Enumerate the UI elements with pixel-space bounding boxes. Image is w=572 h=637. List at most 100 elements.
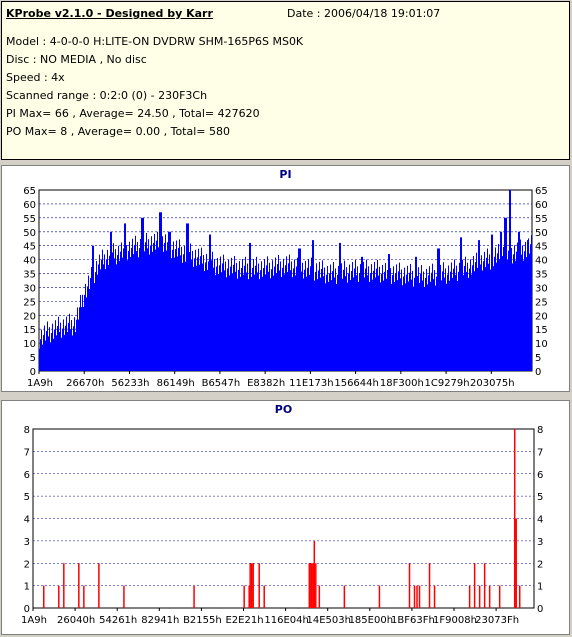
pi-bar: [113, 243, 114, 371]
pi-bar: [516, 251, 517, 371]
pi-bar: [246, 272, 247, 371]
pi-bar: [419, 282, 420, 371]
pi-bar: [508, 250, 509, 371]
pi-bar: [237, 278, 238, 371]
pi-bar: [339, 242, 340, 371]
pi-bar: [294, 259, 295, 371]
pi-bar: [529, 253, 530, 371]
pi-bar: [75, 332, 76, 371]
y-tick-label-right: 25: [535, 297, 548, 308]
pi-bar: [93, 245, 94, 371]
pi-bar: [46, 331, 47, 371]
pi-bar: [232, 273, 233, 371]
pi-bar: [445, 268, 446, 371]
pi-bar: [155, 249, 156, 371]
pi-bar: [444, 277, 445, 371]
pi-bar: [495, 247, 496, 371]
pi-bar: [477, 267, 478, 371]
pi-bar: [319, 261, 320, 371]
pi-chart-panel: PI 0 0 5 5 10 10 15 15 20 20 25 25 30 30 35 35 40 40 45 45 50…: [1, 165, 570, 392]
pi-bar: [74, 317, 75, 371]
pi-bar: [463, 275, 464, 371]
pi-bar: [159, 212, 160, 371]
pi-bar: [371, 264, 372, 371]
pi-bar: [490, 269, 491, 371]
pi-bar: [238, 269, 239, 371]
pi-bar: [108, 265, 109, 371]
pi-bar: [313, 240, 314, 371]
pi-bar: [71, 320, 72, 371]
pi-bar: [111, 231, 112, 371]
pi-bar: [154, 233, 155, 371]
pi-bar: [377, 259, 378, 371]
pi-bar: [302, 262, 303, 371]
pi-bar: [91, 267, 92, 371]
pi-bar: [484, 251, 485, 371]
pi-bar: [186, 223, 187, 371]
pi-bar: [471, 274, 472, 371]
pi-bar: [170, 231, 171, 371]
pi-bar: [520, 239, 521, 371]
pi-bar: [259, 279, 260, 371]
pi-bar: [84, 294, 85, 371]
pi-bar: [317, 279, 318, 371]
pi-bar: [119, 260, 120, 371]
pi-bar: [307, 267, 308, 371]
app-title: KProbe v2.1.0 - Designed by Karr: [6, 7, 213, 20]
pi-bar: [469, 268, 470, 371]
pi-bar: [231, 257, 232, 371]
pi-bar: [58, 316, 59, 371]
pi-bar: [43, 335, 44, 371]
y-tick-label-left: 2: [24, 559, 30, 570]
pi-bar: [184, 245, 185, 371]
pi-bar: [117, 255, 118, 371]
pi-bar: [457, 281, 458, 371]
pi-bar: [315, 271, 316, 371]
pi-bar: [353, 277, 354, 371]
pi-bar: [178, 247, 179, 371]
pi-bar: [478, 240, 479, 371]
pi-bar: [48, 336, 49, 371]
pi-bar: [455, 274, 456, 371]
pi-bar: [249, 242, 250, 371]
pi-bar: [499, 259, 500, 371]
pi-bar: [511, 247, 512, 371]
y-tick-label-right: 7: [537, 447, 543, 458]
pi-bar: [248, 279, 249, 371]
pi-bar: [309, 274, 310, 371]
pi-bar: [417, 275, 418, 371]
pi-bar: [87, 286, 88, 371]
pi-bar: [481, 255, 482, 371]
pi-bar: [393, 266, 394, 371]
pi-bar: [453, 268, 454, 371]
pi-bar: [404, 267, 405, 371]
pi-bar: [203, 255, 204, 371]
pi-bar: [47, 321, 48, 371]
pi-bar: [197, 257, 198, 371]
pi-bar: [460, 237, 461, 371]
pi-bar: [277, 264, 278, 371]
po-stats-line: PO Max= 8 , Average= 0.00 , Total= 580: [6, 125, 230, 138]
pi-bar: [205, 262, 206, 371]
pi-bar: [503, 246, 504, 371]
x-tick-label: 14E503h: [306, 615, 350, 626]
pi-bar: [168, 231, 169, 371]
pi-bar: [199, 264, 200, 371]
pi-bar: [468, 277, 469, 371]
pi-bar: [215, 275, 216, 371]
pi-bar: [359, 272, 360, 371]
pi-bar: [104, 254, 105, 371]
pi-bar: [504, 217, 505, 371]
y-tick-label-right: 30: [535, 283, 548, 294]
pi-bar: [161, 212, 162, 371]
pi-bar: [64, 334, 65, 371]
pi-bar: [449, 280, 450, 371]
pi-bar: [268, 271, 269, 371]
y-tick-label-right: 0: [535, 367, 541, 378]
y-tick-label-right: 15: [535, 325, 548, 336]
y-tick-label-right: 10: [535, 339, 548, 350]
y-tick-label-right: 0: [537, 604, 543, 615]
pi-bar: [321, 268, 322, 371]
pi-bar: [447, 274, 448, 371]
y-tick-label-left: 6: [24, 470, 30, 481]
